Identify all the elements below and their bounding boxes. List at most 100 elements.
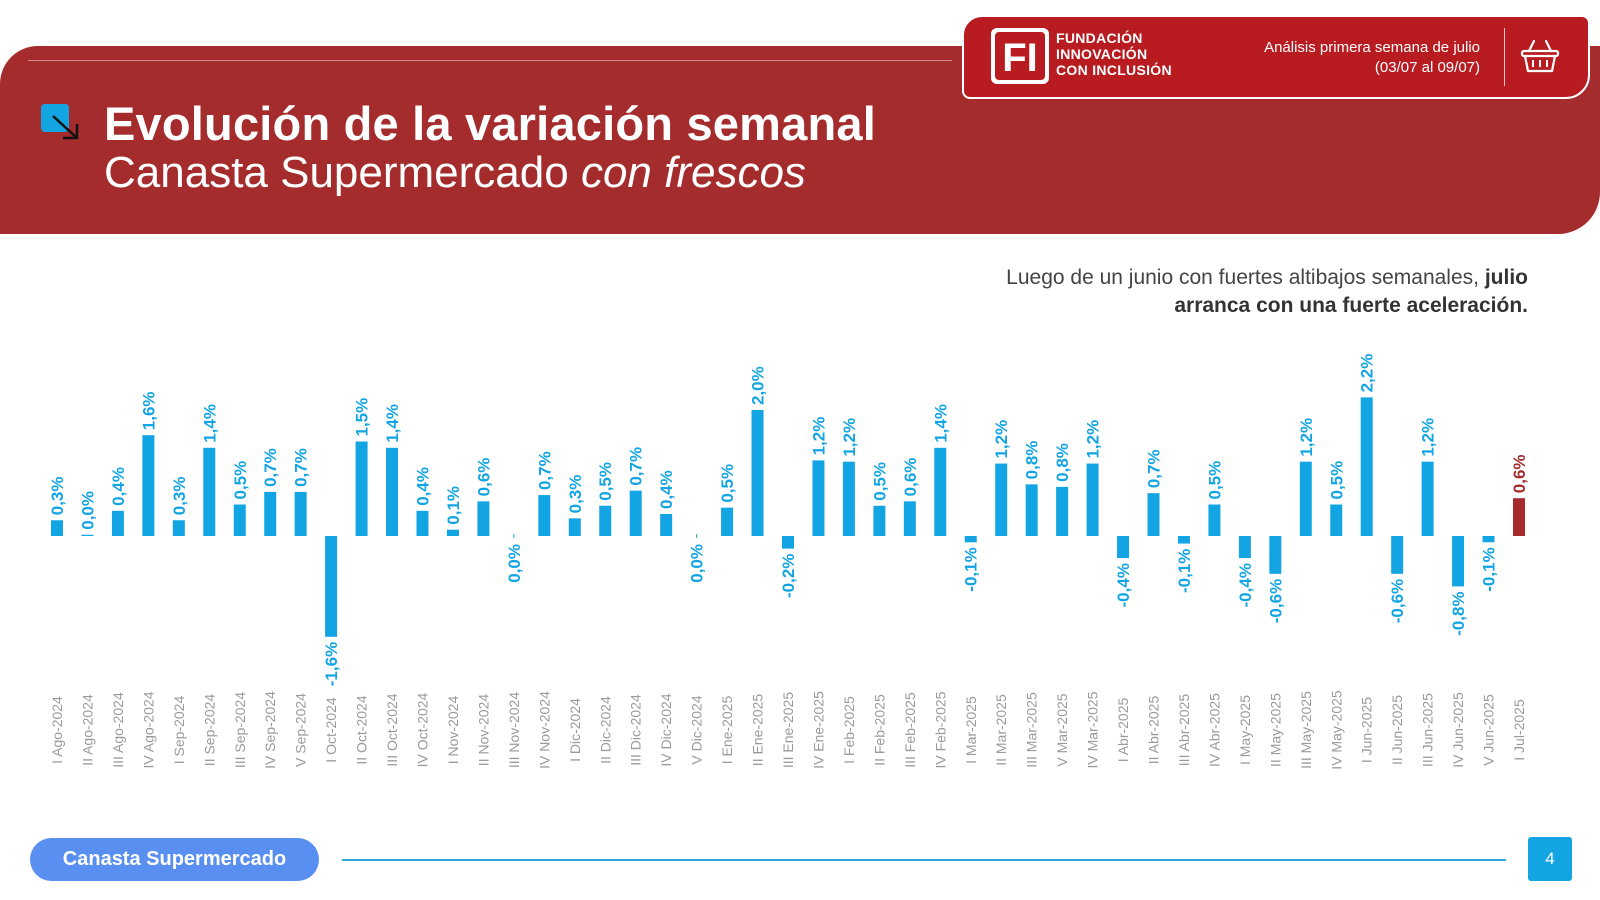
bar xyxy=(721,507,734,536)
brand-box xyxy=(962,15,1590,99)
brand-divider xyxy=(1504,28,1505,86)
headline-bold-1: julio xyxy=(1484,266,1528,289)
category-label: III Ene-2025 xyxy=(780,692,796,768)
data-label: 2,2% xyxy=(1358,354,1377,393)
category-label: III Sep-2024 xyxy=(232,692,248,768)
bar xyxy=(660,513,673,536)
page-title: Evolución de la variación semanal xyxy=(104,97,876,150)
category-label: I Jul-2025 xyxy=(1511,699,1527,761)
category-label: IV Ene-2025 xyxy=(810,691,826,769)
category-label: V Dic-2024 xyxy=(689,695,705,764)
category-label: IV Mar-2025 xyxy=(1085,691,1101,768)
data-label: 0,7% xyxy=(627,447,646,486)
bar xyxy=(51,520,63,536)
bar xyxy=(873,505,886,536)
footer-rule xyxy=(342,859,1506,861)
category-label: II Mar-2025 xyxy=(993,694,1009,766)
category-label: II Abr-2025 xyxy=(1146,696,1162,765)
category-label: IV Nov-2024 xyxy=(536,691,552,769)
data-label: 0,0% xyxy=(78,491,97,530)
bar xyxy=(1513,498,1525,536)
data-label: 0,7% xyxy=(535,451,554,490)
bar xyxy=(696,534,698,538)
data-label: 1,2% xyxy=(992,420,1011,459)
page-number: 4 xyxy=(1528,837,1572,881)
bar xyxy=(629,490,642,536)
data-label: -0,4% xyxy=(1236,563,1255,607)
bar xyxy=(1147,493,1160,536)
category-label: I Abr-2025 xyxy=(1115,697,1131,762)
bar xyxy=(599,505,612,536)
data-label: 0,0% xyxy=(505,544,524,583)
data-label: -0,1% xyxy=(962,547,981,591)
header-rule xyxy=(28,60,952,61)
category-label: II Oct-2024 xyxy=(354,695,370,764)
data-label: 0,3% xyxy=(566,475,585,514)
data-label: -0,6% xyxy=(1266,579,1285,623)
category-label: II May-2025 xyxy=(1267,693,1283,767)
analysis-period: Análisis primera semana de julio (03/07 … xyxy=(1264,38,1480,78)
data-label: 1,2% xyxy=(1419,418,1438,457)
bar xyxy=(1452,536,1465,587)
bar xyxy=(264,491,277,536)
bar xyxy=(111,510,124,536)
data-label: -0,1% xyxy=(1480,547,1499,591)
category-label: III Dic-2024 xyxy=(628,694,644,766)
data-label: 0,5% xyxy=(1205,461,1224,500)
headline: Luego de un junio con fuertes altibajos … xyxy=(888,264,1528,320)
bar xyxy=(233,504,246,536)
category-label: I Sep-2024 xyxy=(171,696,187,765)
brand-name-line-3: CON INCLUSIÓN xyxy=(1056,62,1172,78)
data-label: 0,0% xyxy=(688,544,707,583)
category-label: III May-2025 xyxy=(1298,691,1314,769)
category-label: III Jun-2025 xyxy=(1420,693,1436,767)
bar xyxy=(1117,536,1130,559)
category-label: IV Oct-2024 xyxy=(415,692,431,767)
data-label: 0,6% xyxy=(901,458,920,497)
data-label: 0,4% xyxy=(109,467,128,506)
analysis-line-1: Análisis primera semana de julio xyxy=(1264,39,1480,56)
category-label: I Jun-2025 xyxy=(1359,697,1375,763)
category-label: I Oct-2024 xyxy=(323,697,339,763)
data-label: 0,1% xyxy=(444,486,463,525)
data-label: -0,6% xyxy=(1388,579,1407,623)
bar xyxy=(1208,504,1221,536)
category-label: I Dic-2024 xyxy=(567,698,583,762)
data-label: 0,5% xyxy=(596,462,615,501)
bar xyxy=(1086,463,1099,536)
category-label: III Nov-2024 xyxy=(506,692,522,768)
bar xyxy=(81,534,94,536)
category-label: I May-2025 xyxy=(1237,695,1253,765)
bar xyxy=(386,447,399,536)
data-label: 0,7% xyxy=(261,448,280,487)
bar xyxy=(1238,536,1251,559)
data-label: 1,5% xyxy=(353,398,372,437)
category-label: IV Abr-2025 xyxy=(1206,693,1222,767)
category-label: I Nov-2024 xyxy=(445,696,461,765)
bar xyxy=(782,536,794,549)
category-label: II Sep-2024 xyxy=(201,694,217,767)
canasta-tag: Canasta Supermercado xyxy=(30,838,319,881)
headline-regular: Luego de un junio con fuertes altibajos … xyxy=(1006,266,1485,289)
data-label: 1,6% xyxy=(139,391,158,430)
data-label: 1,4% xyxy=(383,404,402,443)
bar xyxy=(812,460,825,536)
category-label: III Ago-2024 xyxy=(110,692,126,768)
category-label: I Ene-2025 xyxy=(719,696,735,765)
logo-text: FI xyxy=(1002,36,1038,80)
category-label: V Sep-2024 xyxy=(293,693,309,767)
weekly-variation-chart: 0,3% I Ago-2024 0,0% II Ago-2024 0,4% III Ago… xyxy=(48,354,1529,770)
bar xyxy=(1360,397,1373,536)
bar xyxy=(513,534,515,538)
data-label: 1,2% xyxy=(1297,418,1316,457)
bar xyxy=(934,447,947,536)
data-label: -0,4% xyxy=(1114,563,1133,607)
data-label: 1,4% xyxy=(931,404,950,443)
bar xyxy=(477,501,490,536)
data-label: 0,7% xyxy=(292,448,311,487)
category-label: I Mar-2025 xyxy=(963,696,979,764)
data-label: 0,5% xyxy=(231,461,250,500)
category-label: IV Sep-2024 xyxy=(262,691,278,769)
bar xyxy=(1330,504,1343,536)
category-label: III Mar-2025 xyxy=(1024,692,1040,768)
